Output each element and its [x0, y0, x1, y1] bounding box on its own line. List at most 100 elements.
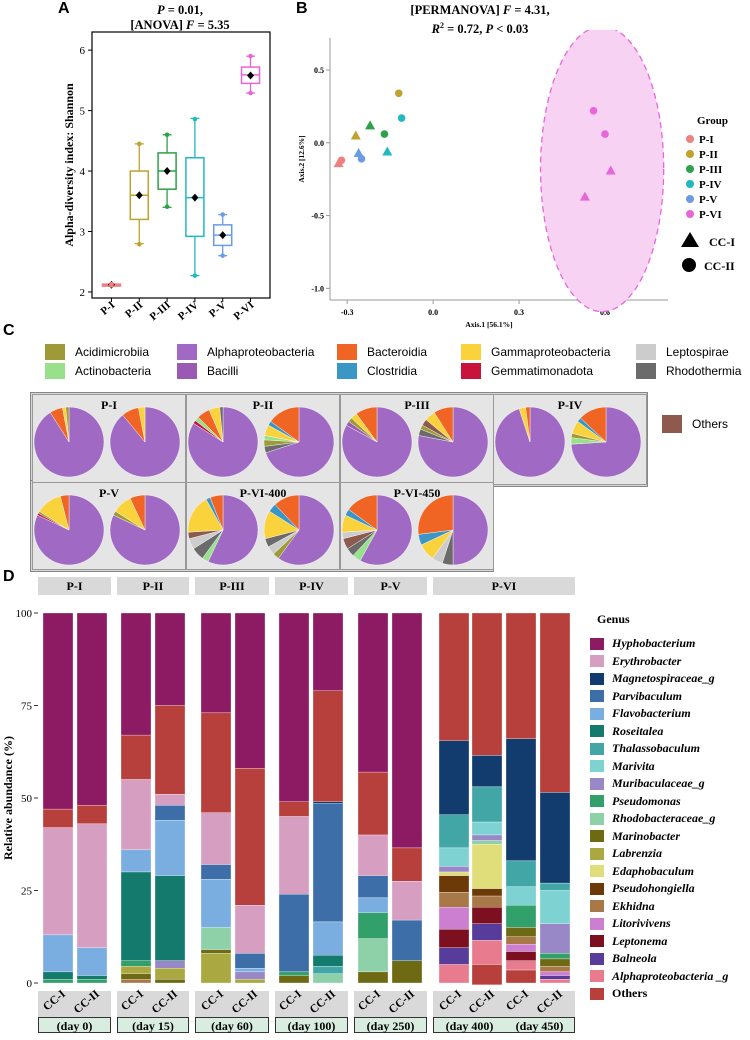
legend-label: Leptospirae [666, 345, 729, 359]
bar-segment-rhodobacteraceae_g [200, 927, 232, 950]
bar-segment-labrenzia [234, 979, 266, 984]
bar-segment-pseudomonas [539, 953, 571, 960]
genus-swatch [590, 812, 604, 825]
y-tick-label: 100 [16, 608, 33, 620]
bar-segment-leptonema [505, 951, 537, 961]
genus-label: Others [612, 986, 648, 1000]
x-tick-label: P-II [123, 299, 145, 320]
bar-segment-erythrobacter [234, 905, 266, 954]
bar-segment-erythrobacter [154, 794, 186, 806]
genus-swatch [590, 882, 604, 895]
panel-a-title: P = 0.01, [ANOVA] F = 5.35 [80, 3, 280, 33]
point-P-I-cc-ii [337, 156, 346, 165]
legend-swatch [45, 344, 65, 360]
bar-segment-alphaproteobacteria _g [471, 940, 503, 965]
bar-segment-erythrobacter [42, 827, 74, 936]
bar-segment-thalassobaculum [438, 814, 470, 849]
panel-b-title-line2: R2 = 0.72, P < 0.03 [330, 18, 630, 37]
others-swatch [662, 415, 682, 433]
bar-segment-labrenzia [154, 968, 186, 980]
genus-legend-item: Muribaculaceae_g [590, 776, 705, 791]
bar-segment-pseudomonas [278, 971, 310, 976]
day-label: (day 60) [195, 1017, 269, 1033]
bar-segment-ekhidna [539, 966, 571, 973]
bar-segment-marinobacter [154, 979, 186, 984]
genus-legend-title: Genus [597, 612, 630, 626]
facet-strip-p-ii: P-II [117, 577, 189, 595]
bar-segment-flavobacterium [200, 879, 232, 928]
panel-a-title-line1: P = 0.01, [80, 3, 280, 18]
bar-segment-thalassobaculum [539, 882, 571, 891]
legend-item-gammaproteobacteria: Gammaproteobacteria [461, 344, 610, 360]
title-f-symbol: F [502, 3, 512, 17]
mean-marker [135, 191, 143, 200]
y-tick-label: 75 [21, 701, 33, 713]
bar-segment-pseudomonas [42, 979, 74, 984]
legend-title: Group [697, 115, 728, 127]
point-P-II-cc-i [350, 130, 361, 140]
y-tick-label: 0.0 [314, 139, 324, 148]
panel-b-title: [PERMANOVA] F = 4.31, R2 = 0.72, P < 0.0… [330, 3, 630, 37]
bar-segment-roseitalea [120, 871, 152, 961]
legend-swatch [686, 180, 694, 188]
legend-swatch [636, 344, 656, 360]
bar-segment-edaphobaculum [438, 871, 470, 876]
bar-segment-alphaproteobacteria _g [438, 964, 470, 984]
bar-segment-others [539, 612, 571, 793]
genus-swatch [590, 987, 604, 1000]
genus-swatch [590, 690, 604, 702]
genus-swatch [590, 865, 604, 877]
bar-segment-pseudomonas [505, 905, 537, 928]
x-tick-label: P-IV [176, 299, 201, 323]
bar-segment-hyphobacterium [120, 612, 152, 736]
data-point [220, 253, 226, 258]
title-p-symbol: P [485, 22, 494, 37]
genus-label: Balneola [612, 951, 657, 965]
title-r-symbol: R [431, 22, 440, 37]
bar-segment-thalassobaculum [505, 860, 537, 887]
legend-item-rhodothermia: Rhodothermia [636, 363, 741, 379]
bar-segment-hyphobacterium [200, 612, 232, 714]
bar-segment-marinobacter [200, 949, 232, 954]
bar-segment-magnetospiraceae_g [471, 755, 503, 788]
bar-segment-others [505, 612, 537, 739]
bar-segment-hyphobacterium [278, 612, 310, 802]
bar-segment-hyphobacterium [234, 612, 266, 769]
legend-swatch [337, 344, 357, 360]
confidence-ellipse-p-vi [539, 30, 665, 313]
bar-segment-parvibaculum [200, 864, 232, 880]
legend-label: Gemmatimonadota [491, 364, 594, 378]
facet-strip-p-v: P-V [354, 577, 427, 595]
x-tick-label: P-V [207, 299, 229, 320]
bar-segment-ekhidna [505, 936, 537, 945]
x-tick-label: -0.3 [341, 308, 354, 317]
legend-item-acidimicrobiia: Acidimicrobiia [45, 344, 149, 360]
legend-label: Bacilli [207, 364, 239, 378]
point-P-III-cc-ii [380, 130, 389, 138]
bar-segment-alphaproteobacteria _g [505, 960, 537, 971]
legend-item-actinobacteria: Actinobacteria [45, 363, 151, 379]
genus-swatch [590, 970, 604, 982]
genus-label: Roseitalea [612, 723, 664, 738]
bar-segment-hyphobacterium [154, 612, 186, 706]
legend-label: Gammaproteobacteria [491, 345, 611, 359]
bar-segment-parvibaculum [278, 894, 310, 973]
genus-swatch [590, 742, 604, 755]
genus-label: Pseudohongiella [612, 881, 695, 895]
genus-legend-item: Pseudohongiella [590, 881, 695, 896]
y-tick-label: 0.5 [314, 66, 324, 75]
legend-shape-label: CC-I [709, 235, 735, 249]
bar-segment-others [471, 612, 503, 756]
bar-segment-pseudomonas [76, 979, 108, 984]
legend-swatch [686, 150, 694, 158]
legend-triangle-icon [681, 232, 699, 247]
genus-label: Hyphobacterium [612, 636, 696, 650]
bar-segment-erythrobacter [200, 812, 232, 865]
y-tick-label: -1.0 [311, 284, 324, 293]
bar-segment-rhodobacteraceae_g [312, 973, 344, 984]
genus-label: Edaphobaculum [612, 863, 695, 878]
genus-legend-item: Alphaproteobacteria _g [590, 969, 728, 984]
legend-label: Rhodothermia [666, 364, 742, 378]
bar-segment-marinobacter [539, 958, 571, 967]
day-label: (day 0) [38, 1017, 111, 1033]
